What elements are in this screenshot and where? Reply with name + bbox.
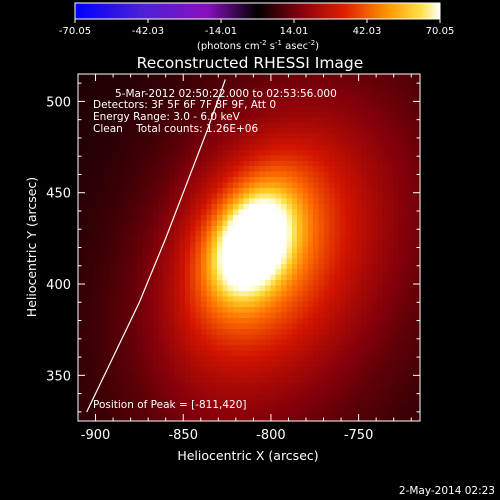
x-axis-label: Heliocentric X (arcsec) xyxy=(177,448,318,463)
annotation-detectors: Detectors: 3F 5F 6F 7F 8F 9F, Att 0 xyxy=(93,99,276,111)
annotation-clean-counts: Clean Total counts: 1.26E+06 xyxy=(93,123,258,135)
colorbar-tick-label: 42.03 xyxy=(353,26,382,37)
y-tick-label: 400 xyxy=(46,278,71,293)
colorbar-tick-label: -70.05 xyxy=(59,26,91,37)
solar-limb-curve xyxy=(86,79,226,413)
colorbar-units: (photons cm-2 s-1 asec-2) xyxy=(197,39,319,52)
annotation-peak-position: Position of Peak = [-811,420] xyxy=(93,399,247,411)
colorbar-tick-label: -42.03 xyxy=(132,26,164,37)
colorbar-ticks: -70.05 -42.03 -14.01 14.01 42.03 70.05 xyxy=(59,19,454,37)
footer-date: 2-May-2014 02:23 xyxy=(399,485,495,497)
y-tick-label: 450 xyxy=(46,187,71,202)
colorbar-tick-label: 70.05 xyxy=(426,26,455,37)
annotation-time-range: 5-Mar-2012 02:50:22.000 to 02:53:56.000 xyxy=(115,88,337,100)
colorbar xyxy=(74,2,441,20)
heatmap-image xyxy=(78,74,420,421)
colorbar-tick-label: 14.01 xyxy=(280,26,309,37)
y-tick-label: 500 xyxy=(46,95,71,110)
y-axis-label: Heliocentric Y (arcsec) xyxy=(24,177,39,317)
x-tick-label: -900 xyxy=(81,428,111,443)
x-tick-label: -800 xyxy=(256,428,286,443)
axis-ticks: -900 -850 -800 -750 350 400 450 500 xyxy=(46,74,420,443)
annotation-energy-range: Energy Range: 3.0 - 6.0 keV xyxy=(93,111,241,123)
chart-title: Reconstructed RHESSI Image xyxy=(137,54,364,72)
x-tick-label: -750 xyxy=(344,428,374,443)
x-tick-label: -850 xyxy=(168,428,198,443)
colorbar-tick-label: -14.01 xyxy=(205,26,237,37)
y-tick-label: 350 xyxy=(46,369,71,384)
